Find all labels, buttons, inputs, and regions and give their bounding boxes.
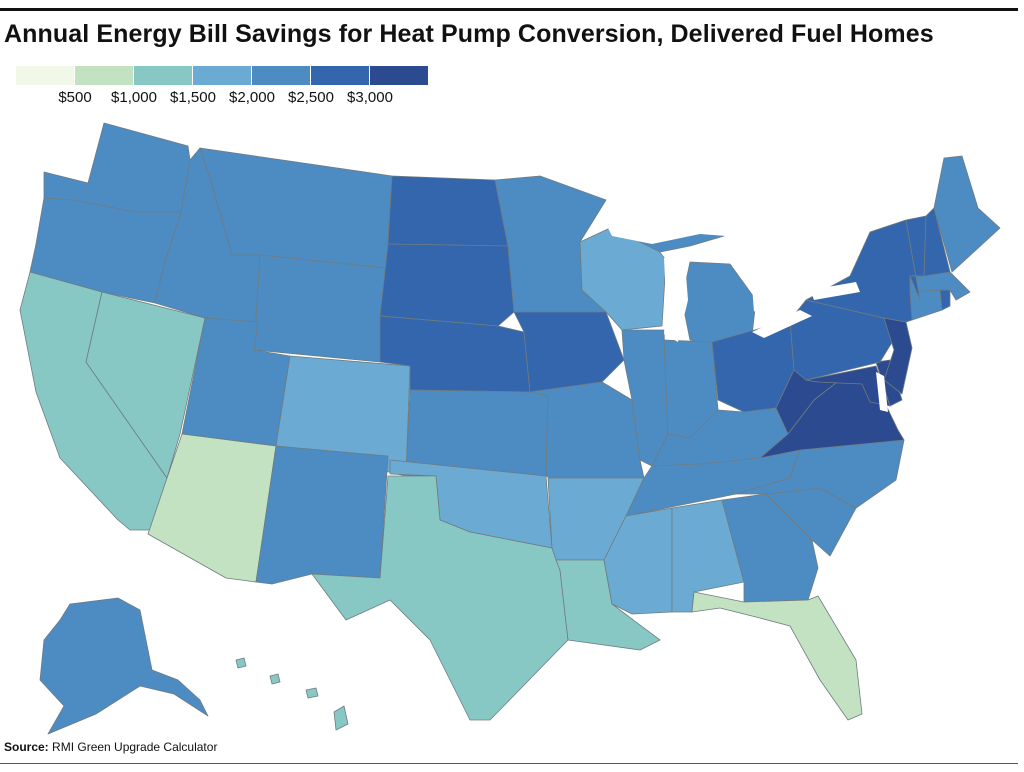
legend-swatch xyxy=(134,66,192,85)
state-hawaii-oahu[interactable] xyxy=(269,673,281,685)
state-nevada[interactable] xyxy=(85,291,206,479)
source-label: Source: xyxy=(4,740,49,754)
state-vermont[interactable] xyxy=(905,215,927,301)
color-legend: $500 $1,000 $1,500 $2,000 $2,500 $3,000 xyxy=(16,66,429,111)
lake-michigan xyxy=(664,250,688,342)
state-iowa[interactable] xyxy=(513,311,625,393)
state-north-carolina[interactable] xyxy=(735,439,905,509)
state-new-mexico[interactable] xyxy=(255,445,389,585)
legend-swatch xyxy=(252,66,310,85)
legend-swatch xyxy=(16,66,74,85)
legend-tick-label: $500 xyxy=(58,89,92,106)
us-choropleth-map xyxy=(19,122,1001,735)
state-massachusetts[interactable] xyxy=(909,271,971,301)
great-lakes-layer xyxy=(606,212,888,412)
state-maryland[interactable] xyxy=(805,365,891,407)
state-washington[interactable] xyxy=(43,122,191,213)
legend-tick-label: $2,000 xyxy=(229,89,275,106)
lake-huron xyxy=(732,262,764,312)
state-hawaii-big-island[interactable] xyxy=(333,705,349,731)
state-alaska[interactable] xyxy=(39,597,209,735)
state-maine[interactable] xyxy=(933,155,1001,273)
legend-swatch xyxy=(370,66,428,85)
state-hawaii-kauai[interactable] xyxy=(235,657,247,669)
state-florida[interactable] xyxy=(691,591,863,721)
source-text: RMI Green Upgrade Calculator xyxy=(52,740,218,754)
state-new-jersey[interactable] xyxy=(883,317,913,395)
legend-tick-label: $3,000 xyxy=(347,89,393,106)
state-hawaii-maui[interactable] xyxy=(305,687,319,699)
state-north-dakota[interactable] xyxy=(387,175,509,247)
legend-tick-label: $1,000 xyxy=(111,89,157,106)
legend-tick-labels: $500 $1,000 $1,500 $2,000 $2,500 $3,000 xyxy=(16,89,429,111)
state-south-dakota[interactable] xyxy=(379,243,515,327)
source-note: Source: RMI Green Upgrade Calculator xyxy=(4,740,217,754)
state-wyoming[interactable] xyxy=(253,254,387,363)
bottom-rule xyxy=(0,763,1018,764)
lake-erie xyxy=(752,310,812,338)
map-title: Annual Energy Bill Savings for Heat Pump… xyxy=(4,20,934,48)
legend-swatch xyxy=(311,66,369,85)
legend-tick-label: $1,500 xyxy=(170,89,216,106)
lake-superior xyxy=(606,212,726,244)
lake-ontario xyxy=(810,282,860,300)
chesapeake-bay xyxy=(876,372,888,412)
legend-swatch xyxy=(193,66,251,85)
states-layer xyxy=(19,122,1001,735)
state-new-hampshire[interactable] xyxy=(923,207,951,277)
legend-swatches xyxy=(16,66,429,85)
state-kansas[interactable] xyxy=(405,389,549,477)
legend-tick-label: $2,500 xyxy=(288,89,334,106)
state-connecticut[interactable] xyxy=(909,289,943,321)
top-rule xyxy=(0,8,1018,11)
legend-swatch xyxy=(75,66,133,85)
state-rhode-island[interactable] xyxy=(939,289,951,311)
